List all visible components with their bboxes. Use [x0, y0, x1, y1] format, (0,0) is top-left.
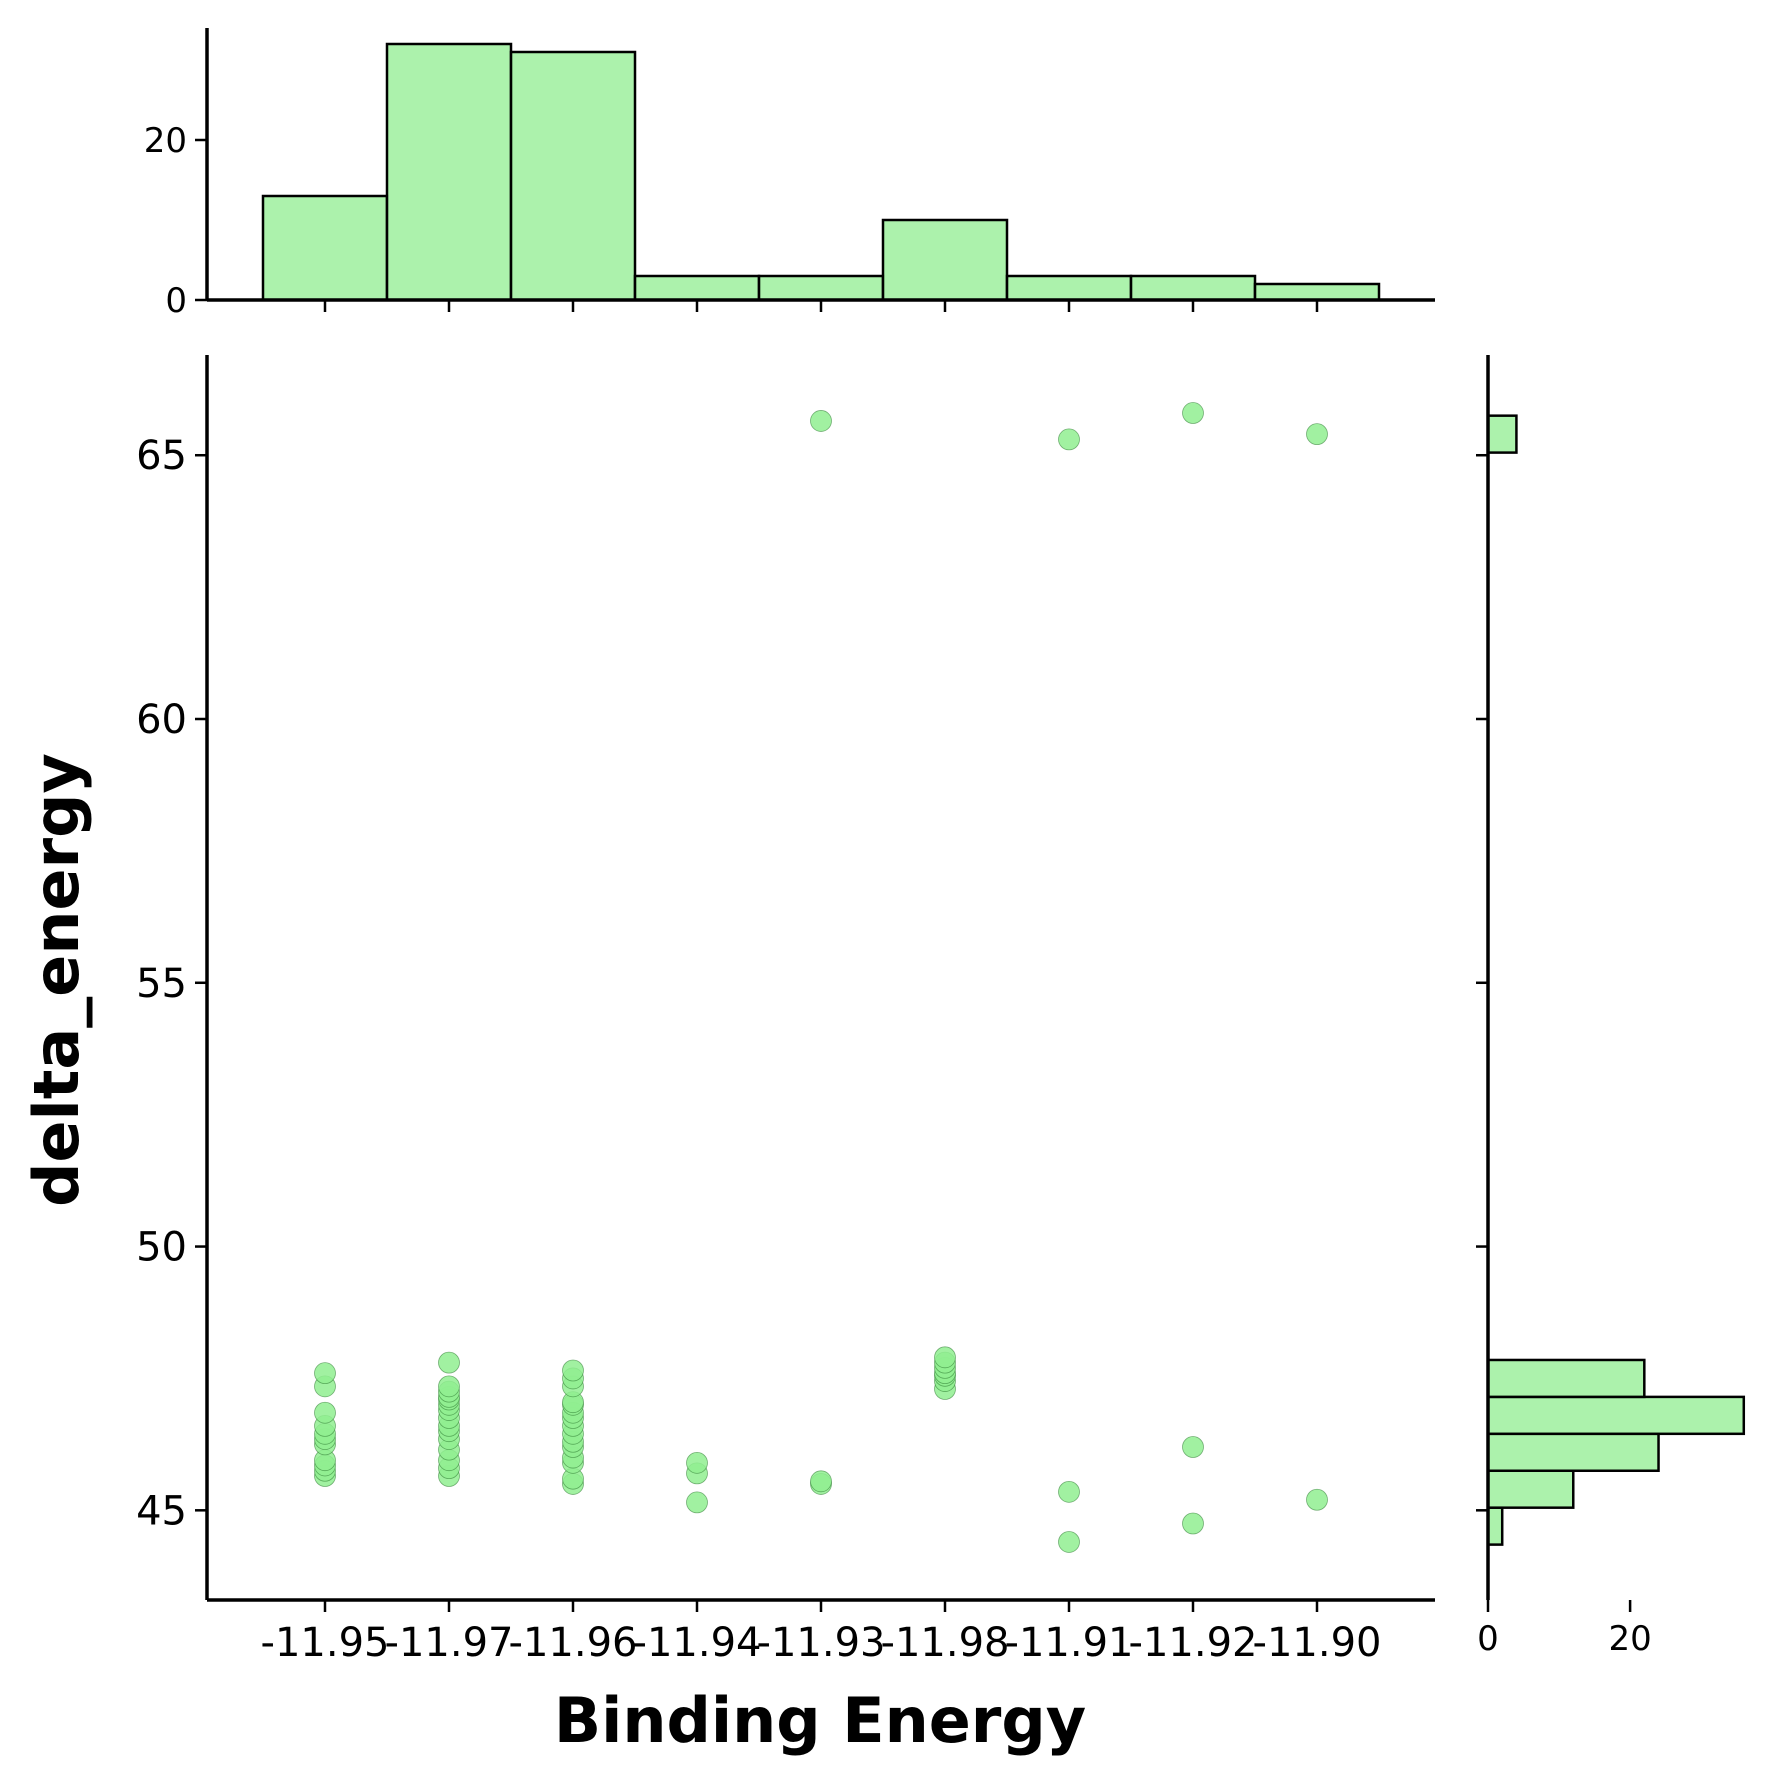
right-hist-x-tick-label: 20 [1608, 1619, 1651, 1659]
scatter-point [1058, 1480, 1080, 1503]
histogram-bar [1486, 1469, 1575, 1509]
scatter-point [314, 1401, 336, 1424]
scatter-point [1058, 1531, 1080, 1553]
x-tick-label: -11.97 [385, 1620, 514, 1666]
x-tick-label: -11.95 [261, 1620, 390, 1666]
histogram-bar [1253, 282, 1381, 302]
scatter-point [1182, 1436, 1204, 1458]
histogram-bar [757, 274, 885, 302]
scatter-point [314, 1362, 336, 1385]
x-tick-label: -11.98 [881, 1620, 1010, 1666]
scatter-point [438, 1351, 460, 1374]
x-axis-title: Binding Energy [554, 1684, 1086, 1757]
scatter-point [438, 1375, 460, 1398]
x-tick-label: -11.90 [1253, 1620, 1382, 1666]
x-tick-label: -11.91 [1005, 1620, 1134, 1666]
scatter-point [810, 1470, 832, 1493]
histogram-bar [509, 50, 637, 302]
histogram-bar [881, 218, 1009, 302]
x-tick-label: -11.96 [509, 1620, 638, 1666]
histogram-bar [261, 194, 389, 302]
histogram-bar [1486, 1395, 1746, 1436]
right-marginal-histogram: 0 20 [1476, 355, 1746, 1659]
scatter-point [1306, 423, 1328, 446]
x-tick-label: -11.94 [633, 1620, 762, 1666]
histogram-bar [1005, 274, 1133, 302]
histogram-bar [1129, 274, 1257, 302]
histogram-bar [1486, 1506, 1504, 1546]
scatter-point [1058, 428, 1080, 451]
scatter-point [686, 1491, 708, 1514]
x-tick-label: -11.93 [757, 1620, 886, 1666]
scatter-point [934, 1346, 956, 1369]
y-tick-label: 60 [136, 697, 187, 743]
histogram-bar [1486, 1432, 1660, 1473]
scatter-point [1306, 1488, 1328, 1511]
top-marginal-histogram: 0 20 [144, 28, 1435, 321]
top-hist-y-tick-label: 0 [165, 281, 187, 321]
y-tick-label: 65 [136, 433, 187, 479]
scatter-point [1182, 1512, 1204, 1535]
right-hist-x-tick-label: 0 [1477, 1619, 1499, 1659]
x-tick-label: -11.92 [1129, 1620, 1258, 1666]
top-hist-y-tick-label: 20 [144, 121, 187, 161]
scatter-point [810, 410, 832, 432]
y-tick-label: 45 [136, 1488, 187, 1534]
y-tick-label: 55 [136, 961, 187, 1007]
y-tick-label: 50 [136, 1225, 187, 1271]
histogram-bar [1486, 1358, 1646, 1399]
scatter-plot-area: 45 50 55 60 65 -11.95-11.97-11.96-11.94-11.93… [136, 355, 1435, 1666]
y-axis-title: delta_energy [20, 753, 93, 1207]
scatter-point [1182, 402, 1204, 424]
histogram-bar [1486, 414, 1518, 454]
histogram-bar [633, 274, 761, 302]
scatter-point [686, 1451, 708, 1474]
scatter-point [562, 1359, 584, 1382]
histogram-bar [385, 42, 513, 302]
